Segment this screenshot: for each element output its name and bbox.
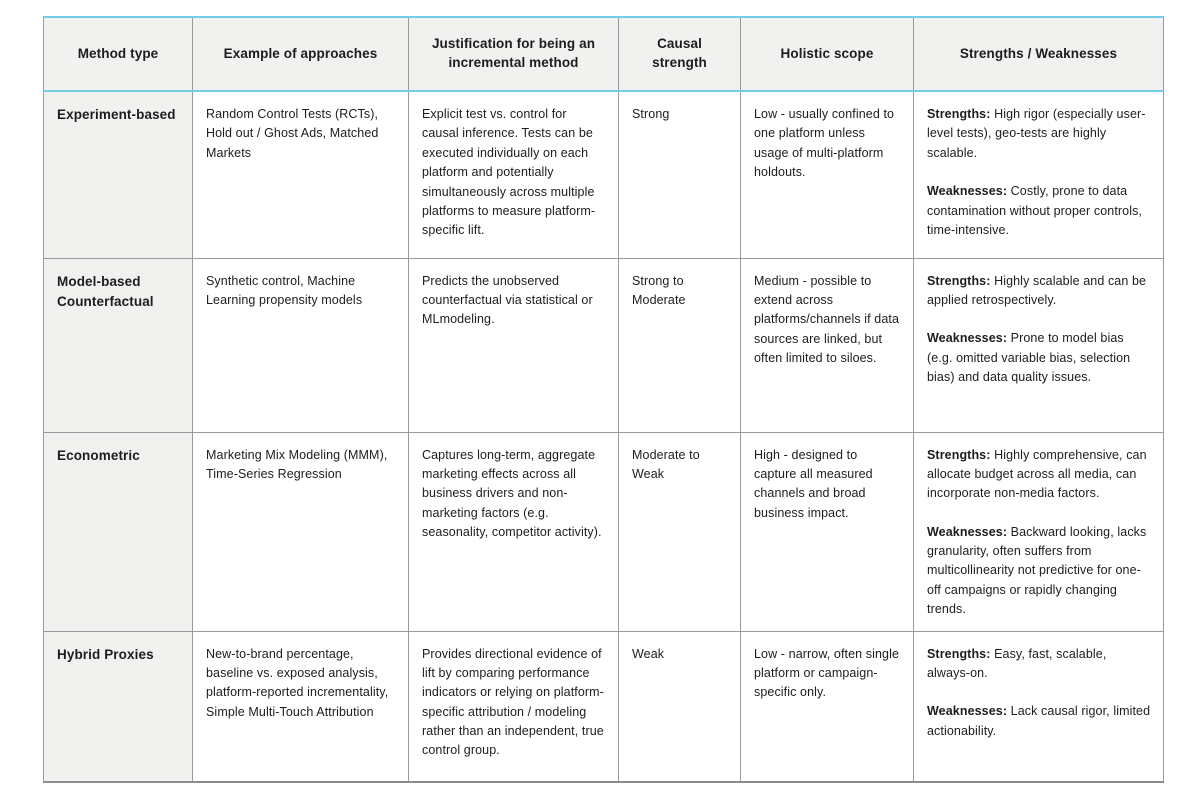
weaknesses-block: Weaknesses: Costly, prone to data contam… <box>927 182 1151 240</box>
strengths-label: Strengths: <box>927 273 991 288</box>
causal-strength-cell: Strong <box>618 90 741 259</box>
weaknesses-label: Weaknesses: <box>927 704 1008 719</box>
strengths-weaknesses-cell: Strengths: High rigor (especially user-l… <box>913 90 1164 259</box>
method-type-cell: Model-based Counterfactual <box>43 257 193 433</box>
weaknesses-label: Weaknesses: <box>927 524 1008 539</box>
causal-strength-cell: Weak <box>618 630 741 783</box>
causal-strength-cell: Moderate to Weak <box>618 431 741 632</box>
holistic-scope-cell: Low - narrow, often single platform or c… <box>740 630 914 783</box>
weaknesses-block: Weaknesses: Lack causal rigor, limited a… <box>927 702 1151 741</box>
header-cell-method-type: Method type <box>43 16 193 92</box>
weaknesses-label: Weaknesses: <box>927 331 1008 346</box>
causal-strength-cell: Strong to Moderate <box>618 257 741 433</box>
examples-cell: Random Control Tests (RCTs), Hold out / … <box>192 90 409 259</box>
strengths-label: Strengths: <box>927 646 991 661</box>
method-type-cell: Hybrid Proxies <box>43 630 193 783</box>
strengths-block: Strengths: High rigor (especially user-l… <box>927 105 1151 163</box>
justification-cell: Provides directional evidence of lift by… <box>408 630 619 783</box>
holistic-scope-cell: Medium - possible to extend across platf… <box>740 257 914 433</box>
strengths-text: Easy, fast, scalable, always-on. <box>927 646 1107 680</box>
header-cell-causal-strength: Causal strength <box>618 16 741 92</box>
weaknesses-block: Weaknesses: Backward looking, lacks gran… <box>927 523 1151 620</box>
strengths-weaknesses-cell: Strengths: Easy, fast, scalable, always-… <box>913 630 1164 783</box>
justification-cell: Predicts the unobserved counterfactual v… <box>408 257 619 433</box>
weaknesses-block: Weaknesses: Prone to model bias (e.g. om… <box>927 329 1151 387</box>
method-comparison-table: Method type Example of approaches Justif… <box>43 16 1164 783</box>
table-row-hybrid-proxies: Hybrid Proxies New-to-brand percentage, … <box>43 630 1164 783</box>
strengths-label: Strengths: <box>927 107 991 121</box>
justification-cell: Captures long-term, aggregate marketing … <box>408 431 619 632</box>
weaknesses-text: Costly, prone to data contamination with… <box>927 184 1143 237</box>
holistic-scope-cell: Low - usually confined to one platform u… <box>740 90 914 259</box>
table-row-experiment-based: Experiment-based Random Control Tests (R… <box>43 90 1164 259</box>
examples-cell: Synthetic control, Machine Learning prop… <box>192 257 409 433</box>
table-row-model-based-counterfactual: Model-based Counterfactual Synthetic con… <box>43 257 1164 433</box>
strengths-block: Strengths: Highly comprehensive, can all… <box>927 446 1151 504</box>
weaknesses-text: Prone to model bias (e.g. omitted variab… <box>927 331 1131 384</box>
strengths-block: Strengths: Highly scalable and can be ap… <box>927 272 1151 311</box>
examples-cell: Marketing Mix Modeling (MMM), Time-Serie… <box>192 431 409 632</box>
holistic-scope-cell: High - designed to capture all measured … <box>740 431 914 632</box>
method-type-cell: Econometric <box>43 431 193 632</box>
table-header-row: Method type Example of approaches Justif… <box>43 16 1164 92</box>
header-cell-justification: Justification for being an incremental m… <box>408 16 619 92</box>
header-cell-strengths-weaknesses: Strengths / Weaknesses <box>913 16 1164 92</box>
strengths-text: Highly scalable and can be applied retro… <box>927 273 1147 307</box>
strengths-text: Highly comprehensive, can allocate budge… <box>927 447 1147 501</box>
header-cell-holistic-scope: Holistic scope <box>740 16 914 92</box>
header-cell-example-approaches: Example of approaches <box>192 16 409 92</box>
table-row-econometric: Econometric Marketing Mix Modeling (MMM)… <box>43 431 1164 632</box>
examples-cell: New-to-brand percentage, baseline vs. ex… <box>192 630 409 783</box>
method-type-cell: Experiment-based <box>43 90 193 259</box>
weaknesses-label: Weaknesses: <box>927 184 1008 199</box>
strengths-block: Strengths: Easy, fast, scalable, always-… <box>927 645 1151 684</box>
strengths-label: Strengths: <box>927 447 991 462</box>
strengths-weaknesses-cell: Strengths: Highly comprehensive, can all… <box>913 431 1164 632</box>
strengths-text: High rigor (especially user-level tests)… <box>927 107 1146 160</box>
strengths-weaknesses-cell: Strengths: Highly scalable and can be ap… <box>913 257 1164 433</box>
weaknesses-text: Backward looking, lacks granularity, oft… <box>927 524 1147 617</box>
justification-cell: Explicit test vs. control for causal inf… <box>408 90 619 259</box>
weaknesses-text: Lack causal rigor, limited actionability… <box>927 704 1151 738</box>
